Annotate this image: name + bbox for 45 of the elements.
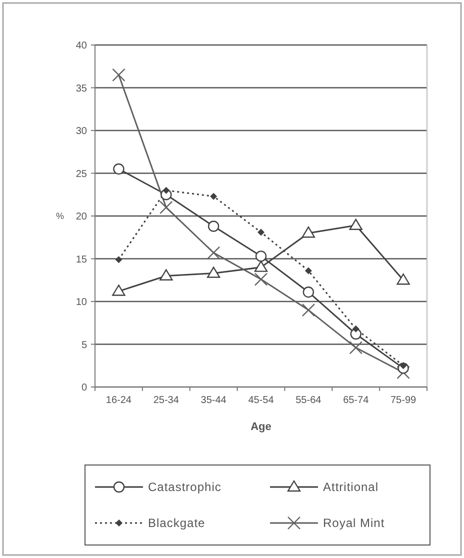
point	[352, 325, 360, 332]
point	[349, 218, 362, 230]
x-tick-label: 16-24	[106, 395, 132, 406]
x-tick-label: 55-64	[296, 395, 322, 406]
point	[254, 272, 268, 286]
point	[254, 260, 268, 272]
legend-label: Royal Mint	[323, 516, 385, 530]
point	[304, 267, 312, 274]
point	[160, 200, 173, 214]
point	[112, 284, 126, 296]
legend-label: Catastrophic	[148, 480, 222, 494]
point	[160, 269, 173, 280]
x-axis-title: Age	[250, 421, 272, 433]
point	[258, 228, 264, 236]
point	[206, 246, 220, 260]
point	[115, 256, 122, 264]
x-tick-label: 45-54	[248, 395, 274, 406]
point	[206, 266, 220, 278]
y-tick-label: 0	[81, 382, 88, 394]
point	[349, 341, 362, 354]
point	[113, 163, 124, 175]
point	[302, 303, 316, 317]
y-tick-label: 5	[81, 340, 88, 351]
point	[210, 192, 218, 200]
point	[396, 274, 410, 285]
x-tick-label: 65-74	[343, 395, 370, 406]
x-tick-label: 75-99	[390, 395, 417, 406]
y-tick-label: 35	[76, 83, 88, 94]
legend-label: Attritional	[323, 480, 379, 494]
y-tick-label: 40	[76, 40, 88, 52]
x-tick-label: 35-44	[200, 395, 227, 406]
y-axis-title: %	[56, 211, 64, 222]
y-tick-label: 20	[76, 212, 88, 222]
y-tick-label: 10	[76, 297, 88, 308]
point	[302, 286, 314, 298]
point	[208, 220, 220, 232]
y-tick-label: 25	[76, 168, 88, 180]
point	[255, 250, 267, 262]
y-tick-label: 30	[76, 126, 88, 137]
legend-label: Blackgate	[148, 516, 206, 530]
y-tick-label: 15	[76, 254, 88, 266]
point	[302, 226, 316, 238]
x-tick-label: 25-34	[153, 395, 180, 406]
point	[162, 186, 170, 194]
point	[112, 68, 126, 82]
